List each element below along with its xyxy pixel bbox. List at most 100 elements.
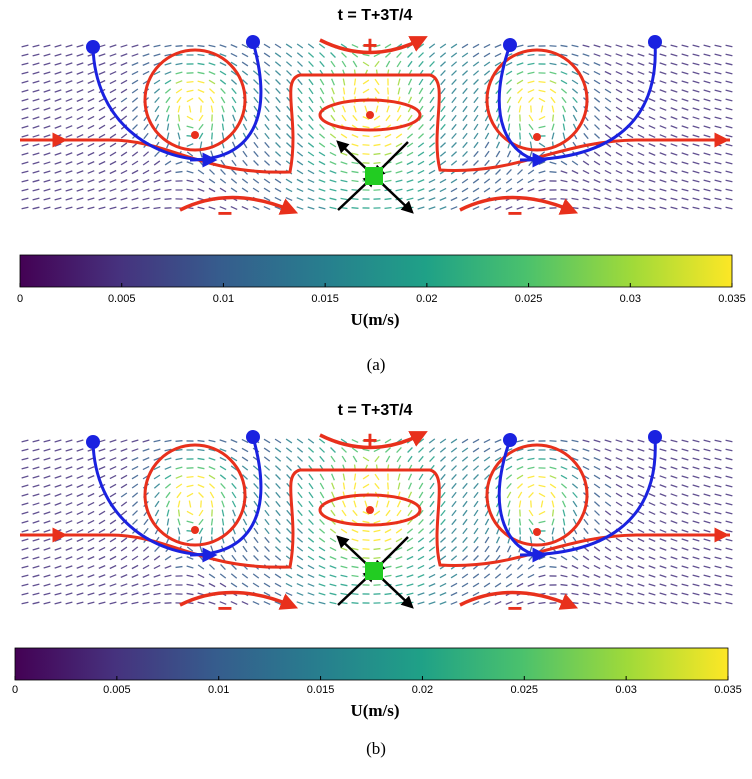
vector [198,179,204,182]
vector [33,566,40,568]
vector [530,142,531,149]
vector [176,467,183,469]
vector [430,61,435,66]
vector [319,198,326,200]
vector [704,494,711,496]
vector [253,475,258,480]
vector [187,566,194,568]
vector [627,529,633,532]
vector [409,79,412,85]
vector [517,574,523,578]
vector [517,467,523,470]
vector [726,440,733,442]
vector [99,63,106,66]
vector [55,99,62,101]
vector [660,189,667,191]
vector [528,63,535,64]
vector [627,557,633,560]
vector [363,540,370,541]
vector [212,519,213,526]
vector [198,584,205,586]
vector [715,530,722,532]
vector [605,189,612,191]
vector [165,440,172,441]
vector [330,602,337,603]
vector [605,207,612,209]
vector [682,530,689,532]
vector [275,161,280,165]
vector [66,180,73,182]
vector [198,467,205,468]
vector [341,180,348,182]
vector [343,474,344,481]
vector [176,458,183,459]
vector [308,143,313,147]
vector [704,108,711,110]
vector [233,510,236,516]
vector [418,584,425,586]
vector [693,108,700,110]
vector [539,584,546,585]
vector [110,566,116,569]
vector [396,180,403,182]
vector [66,45,73,47]
vector [55,485,62,487]
vector [209,80,215,84]
vector [287,519,292,524]
vector [231,574,236,578]
vector [430,519,435,524]
vector [375,474,379,480]
vector [539,143,545,147]
vector [473,583,479,587]
vector [561,585,568,586]
vector [605,556,611,559]
vector [463,124,467,130]
vector [671,548,678,550]
vector [275,574,281,578]
vector [430,501,434,507]
vector [594,125,599,130]
vector [693,485,700,487]
vector [682,602,689,604]
vector [693,153,700,155]
vector [275,179,281,183]
vector [440,207,447,209]
vector [178,519,180,526]
vector [418,565,424,568]
vector [660,171,667,173]
vector [627,107,633,110]
vector [264,439,270,443]
vector [550,89,556,93]
vector [385,603,392,604]
vector [352,162,359,163]
vector [198,90,204,93]
vector [594,502,599,507]
vector [264,188,270,192]
vector [309,115,313,120]
vector [33,458,40,460]
vector [671,575,678,577]
vector [209,440,216,442]
vector [616,152,622,155]
vector [352,603,359,604]
vector [363,136,370,137]
vector [242,179,247,183]
vector [166,97,170,103]
vector [363,484,369,488]
vector [638,198,645,200]
vector [99,180,106,183]
vector [353,456,357,462]
vector [55,449,62,451]
vector [363,531,370,532]
vector [528,602,535,604]
vector [638,449,645,451]
vector [429,189,435,192]
vector [320,79,324,85]
vector [110,152,116,156]
vector [430,510,434,515]
vector [583,584,590,586]
vector [264,71,269,76]
vector [693,476,700,478]
vector [616,547,622,550]
vector [638,520,644,523]
